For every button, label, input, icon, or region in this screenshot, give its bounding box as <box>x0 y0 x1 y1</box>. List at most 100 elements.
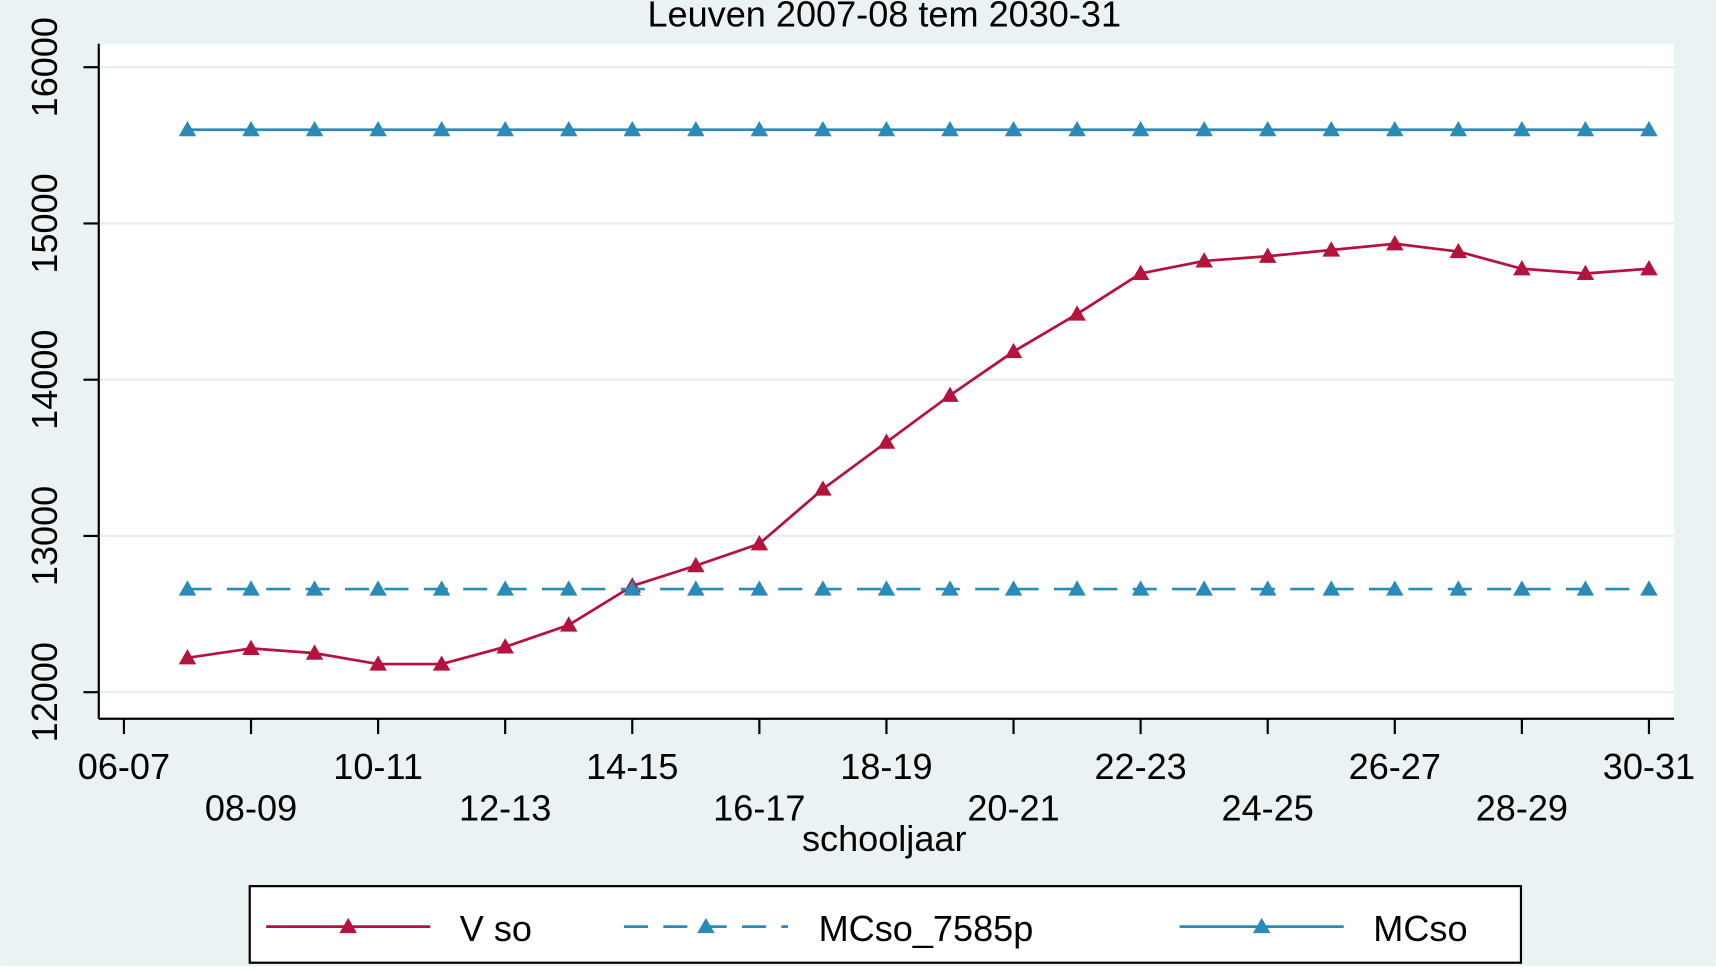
data-point <box>1258 580 1277 596</box>
data-point <box>1322 580 1340 596</box>
data-point <box>369 120 387 137</box>
series-line <box>187 242 1650 666</box>
data-point <box>178 580 197 596</box>
y-tick-label: 13000 <box>24 486 65 586</box>
data-point <box>305 644 324 660</box>
legend-label: MCso <box>1373 908 1467 949</box>
data-point <box>1576 120 1595 137</box>
data-point <box>687 120 705 137</box>
data-point <box>559 616 578 632</box>
data-point <box>1195 580 1213 596</box>
data-point <box>1513 580 1531 596</box>
data-point <box>496 580 514 596</box>
data-point <box>432 580 451 596</box>
x-tick-label: 24-25 <box>1222 787 1314 828</box>
data-point <box>750 535 769 551</box>
x-tick-label: 30-31 <box>1603 746 1695 787</box>
data-point <box>305 580 324 596</box>
data-point <box>1576 264 1595 281</box>
data-point <box>369 655 387 671</box>
legend-marker <box>1252 917 1271 934</box>
data-point <box>1131 580 1150 596</box>
data-point <box>1449 120 1468 137</box>
x-tick-label: 08-09 <box>205 787 297 828</box>
data-point <box>1513 260 1531 276</box>
x-tick-label: 12-13 <box>459 787 551 828</box>
data-point <box>1068 120 1086 137</box>
data-point <box>432 120 451 137</box>
data-point <box>750 580 769 596</box>
data-point <box>814 480 832 496</box>
data-point <box>496 638 514 654</box>
data-point <box>1004 580 1023 596</box>
x-tick-label: 20-21 <box>967 787 1059 828</box>
data-point <box>941 386 959 402</box>
x-tick-label: 26-27 <box>1349 746 1441 787</box>
legend-label: MCso_7585p <box>819 908 1034 949</box>
data-point <box>1195 252 1213 268</box>
data-point <box>1322 241 1340 257</box>
data-point <box>559 120 578 137</box>
x-tick-label: 28-29 <box>1476 787 1568 828</box>
data-point <box>814 120 832 137</box>
data-point <box>687 556 705 573</box>
data-point <box>1131 120 1150 137</box>
data-point <box>496 120 514 137</box>
data-point <box>1386 235 1404 251</box>
data-point <box>1449 242 1468 259</box>
data-point <box>687 580 705 596</box>
data-point <box>559 580 578 596</box>
data-point <box>750 120 769 137</box>
data-point <box>877 580 896 596</box>
data-point <box>1640 260 1658 276</box>
x-axis-label: schooljaar <box>802 818 967 859</box>
data-point <box>877 120 896 137</box>
chart-title: Leuven 2007-08 tem 2030-31 <box>647 0 1121 34</box>
data-point <box>178 120 197 137</box>
x-tick-label: 18-19 <box>840 746 932 787</box>
data-point <box>623 120 642 137</box>
x-tick-label: 16-17 <box>713 787 805 828</box>
data-point <box>1449 580 1468 596</box>
data-point <box>941 120 959 137</box>
legend-box <box>248 885 1523 964</box>
x-tick-label: 22-23 <box>1094 746 1186 787</box>
data-point <box>1004 120 1023 137</box>
data-point <box>1322 120 1340 137</box>
data-point <box>941 580 959 596</box>
data-point <box>877 433 896 449</box>
legend-marker <box>339 917 357 934</box>
data-point <box>1068 580 1086 596</box>
data-point <box>1386 120 1404 137</box>
data-point <box>1513 120 1531 137</box>
legend-label: V so <box>460 908 532 949</box>
data-point <box>369 580 387 596</box>
legend-marker <box>697 917 715 934</box>
data-point <box>305 120 324 137</box>
data-point <box>242 580 260 596</box>
data-point <box>1576 580 1595 596</box>
data-point <box>1386 580 1404 596</box>
data-point <box>1258 120 1277 137</box>
data-point <box>1258 247 1277 263</box>
data-point <box>242 120 260 137</box>
data-point <box>432 655 451 671</box>
data-point <box>178 649 197 665</box>
data-point <box>814 580 832 596</box>
data-point <box>1068 305 1086 321</box>
data-point <box>1131 264 1150 281</box>
plot-area <box>98 43 1675 719</box>
data-point <box>1640 120 1658 137</box>
data-point <box>1004 342 1023 359</box>
data-point <box>242 639 260 656</box>
x-tick-label: 14-15 <box>586 746 678 787</box>
y-tick-label: 12000 <box>24 642 65 742</box>
x-tick-label: 06-07 <box>78 746 170 787</box>
data-point <box>1640 580 1658 596</box>
x-tick-label: 10-11 <box>333 746 423 787</box>
y-tick-label: 15000 <box>24 173 65 273</box>
data-point <box>1195 120 1213 137</box>
y-tick-label: 14000 <box>24 330 65 430</box>
y-tick-label: 16000 <box>24 17 65 117</box>
